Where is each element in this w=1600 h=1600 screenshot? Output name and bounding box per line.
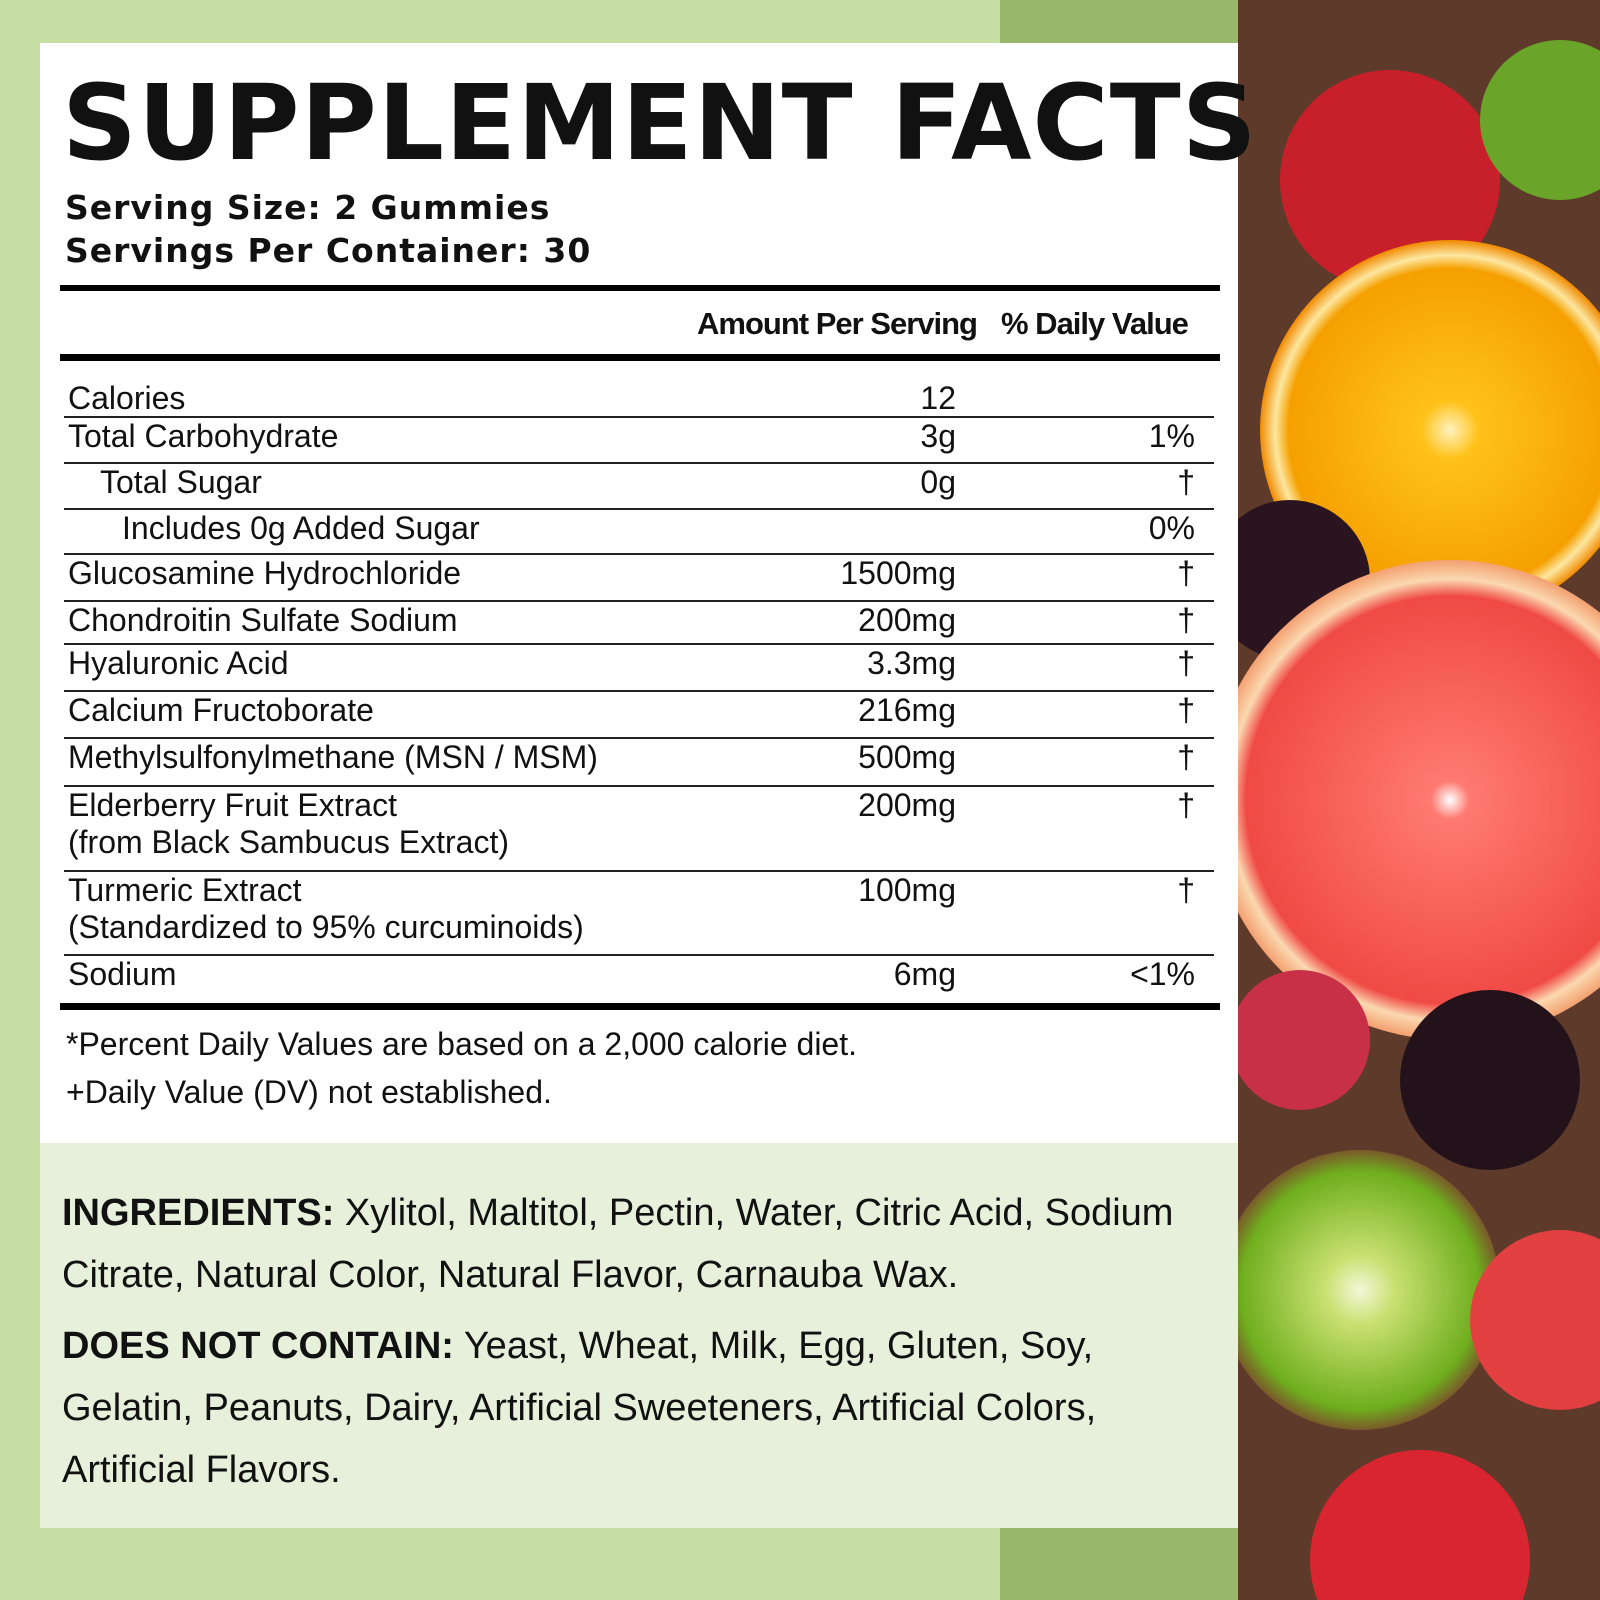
nutrient-label: Calories [68,380,186,416]
table-row: Elderberry Fruit Extract (from Black Samb… [64,785,1214,872]
does-not-contain-label: DOES NOT CONTAIN: [62,1325,454,1367]
nutrient-name: Turmeric Extract (Standardized to 95% cur… [68,872,584,946]
supplement-facts-panel: SUPPLEMENT FACTS Serving Size: 2 Gummies… [40,43,1257,1143]
nutrient-amount: 3.3mg [867,645,956,681]
ingredients-text: INGREDIENTS: Xylitol, Maltitol, Pectin, … [62,1182,1232,1306]
nutrient-label: Hyaluronic Acid [68,645,289,681]
divider [60,354,1220,361]
nutrient-name: Calories [68,380,185,417]
table-row: Turmeric Extract (Standardized to 95% cur… [64,870,1214,956]
table-row: Calories 12 [64,378,1214,418]
nutrient-amount: 200mg [858,787,956,823]
does-not-contain-list: Yeast, Wheat, Milk, Egg, Gluten, Soy, Ge… [62,1325,1097,1491]
table-row: Calcium Fructoborate 216mg † [64,690,1214,739]
divider [60,285,1220,291]
nutrient-label: Methylsulfonylmethane (MSN / MSM) [68,739,598,775]
table-row: Methylsulfonylmethane (MSN / MSM) 500mg † [64,737,1214,787]
nutrient-daily-value: † [1177,872,1195,908]
nutrient-label: Glucosamine Hydrochloride [68,555,462,591]
nutrient-label: Sodium [68,956,177,992]
nutrient-name: Elderberry Fruit Extract (from Black Samb… [68,787,509,861]
table-row: Hyaluronic Acid 3.3mg † [64,643,1214,692]
nutrient-name: Sodium [68,956,177,993]
nutrient-name: Calcium Fructoborate [68,692,374,729]
nutrient-amount: 100mg [858,872,956,908]
nutrient-amount: 3g [920,418,956,454]
nutrient-daily-value: † [1177,739,1195,775]
amount-column-header: Amount Per Serving [697,306,978,341]
nutrient-name: Total Sugar [100,464,262,501]
nutrient-amount: 12 [920,380,956,416]
ingredients-label: INGREDIENTS: [62,1192,335,1234]
nutrient-name: Includes 0g Added Sugar [122,510,480,547]
nutrient-label: Includes 0g Added Sugar [122,510,480,546]
nutrient-name: Chondroitin Sulfate Sodium [68,602,458,639]
nutrient-name: Hyaluronic Acid [68,645,289,682]
nutrient-daily-value: † [1177,787,1195,823]
nutrient-name: Glucosamine Hydrochloride [68,555,461,592]
nutrient-amount: 6mg [893,956,956,992]
table-row: Includes 0g Added Sugar 0% [64,508,1214,555]
nutrient-daily-value: 0% [1148,510,1195,546]
table-row: Sodium 6mg <1% [64,954,1214,1003]
nutrient-daily-value: † [1177,645,1195,681]
nutrient-label: Total Carbohydrate [68,418,339,454]
nutrient-amount: 200mg [858,602,956,638]
nutrient-label: Turmeric Extract [68,872,302,908]
footnote-daily-values: *Percent Daily Values are based on a 2,0… [66,1026,857,1062]
nutrient-daily-value: † [1177,555,1195,591]
nutrient-amount: 0g [920,464,956,500]
nutrient-daily-value: † [1177,692,1195,728]
nutrient-name: Total Carbohydrate [68,418,338,455]
table-row: Total Sugar 0g † [64,462,1214,510]
nutrient-daily-value: † [1177,464,1195,500]
nutrient-label: Total Sugar [100,464,262,500]
table-row: Chondroitin Sulfate Sodium 200mg † [64,600,1214,645]
nutrient-name: Methylsulfonylmethane (MSN / MSM) [68,739,598,776]
serving-size: Serving Size: 2 Gummies [65,188,551,227]
nutrient-amount: 216mg [858,692,956,728]
nutrient-daily-value: 1% [1148,418,1195,454]
table-row: Total Carbohydrate 3g 1% [64,416,1214,464]
daily-value-column-header: % Daily Value [1001,306,1189,341]
nutrient-sublabel: (from Black Sambucus Extract) [68,824,509,860]
nutrient-amount: 500mg [858,739,956,775]
nutrient-label: Chondroitin Sulfate Sodium [68,602,458,638]
nutrient-amount: 1500mg [840,555,956,591]
nutrient-daily-value: <1% [1130,956,1195,992]
ingredients-panel: INGREDIENTS: Xylitol, Maltitol, Pectin, … [40,1143,1238,1528]
nutrient-daily-value: † [1177,602,1195,638]
nutrient-sublabel: (Standardized to 95% curcuminoids) [68,909,584,945]
nutrient-label: Elderberry Fruit Extract [68,787,397,823]
ingredients-list: Xylitol, Maltitol, Pectin, Water, Citric… [62,1192,1174,1296]
page-title: SUPPLEMENT FACTS [62,62,1258,184]
does-not-contain-text: DOES NOT CONTAIN: Yeast, Wheat, Milk, Eg… [62,1315,1232,1501]
divider [60,1003,1220,1010]
servings-per-container: Servings Per Container: 30 [65,231,592,270]
footnote-dv-not-established: +Daily Value (DV) not established. [66,1074,552,1110]
table-row: Glucosamine Hydrochloride 1500mg † [64,553,1214,602]
nutrient-label: Calcium Fructoborate [68,692,374,728]
